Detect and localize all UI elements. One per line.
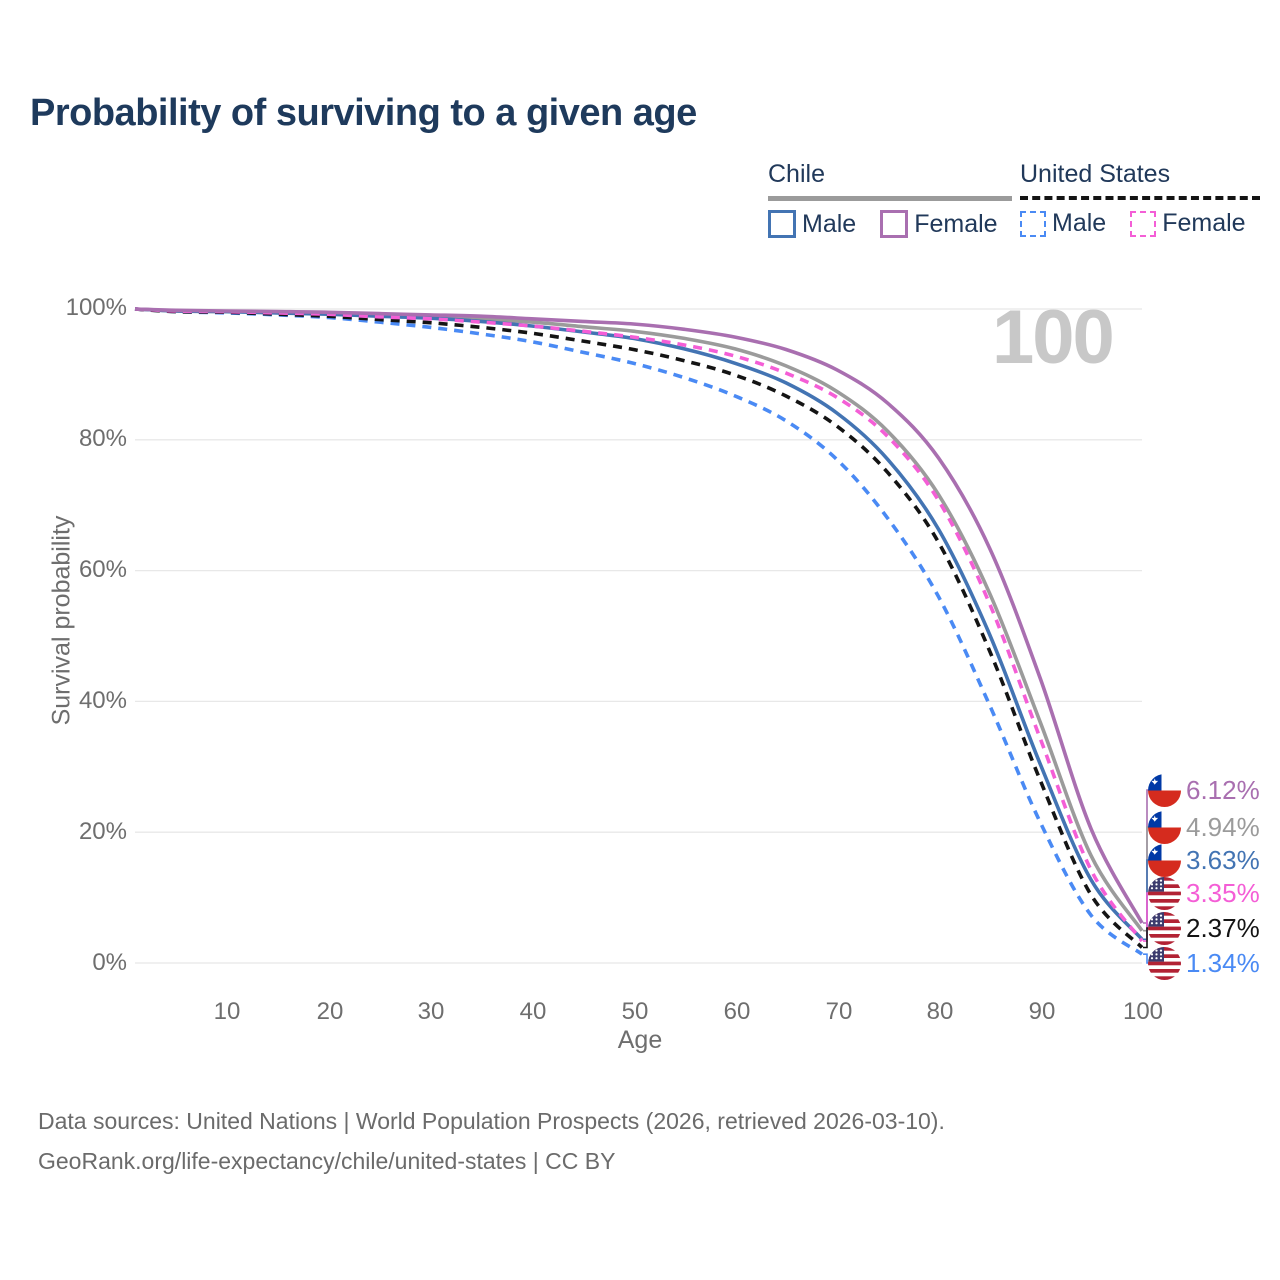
x-tick-60: 60 bbox=[723, 998, 751, 1025]
curve-united-states-both-sexes[interactable] bbox=[134, 307, 1144, 949]
legend-chile-female-label: Female bbox=[914, 209, 998, 238]
x-tick-30: 30 bbox=[417, 998, 445, 1025]
legend-chile-title: Chile bbox=[768, 160, 825, 188]
end-label-value: 6.12% bbox=[1186, 774, 1260, 805]
chile-male-swatch-icon bbox=[768, 210, 796, 238]
legend-item-us-male[interactable]: Male bbox=[1020, 209, 1106, 238]
legend-item-chile-female[interactable]: Female bbox=[880, 209, 998, 239]
y-axis-title: Survival probability bbox=[47, 515, 76, 726]
legend-chile-underline bbox=[768, 196, 1012, 201]
page-title: Probability of surviving to a given age bbox=[30, 92, 697, 134]
x-tick-80: 80 bbox=[926, 998, 954, 1025]
y-tick-100: 100% bbox=[65, 294, 127, 321]
curve-chile-both-sexes[interactable] bbox=[134, 307, 1144, 932]
us-male-swatch-icon bbox=[1020, 210, 1046, 237]
end-label-chile-female: 6.12% bbox=[1148, 773, 1260, 807]
us-flag-icon bbox=[1148, 876, 1181, 910]
x-tick-10: 10 bbox=[213, 998, 241, 1025]
legend-us-male-label: Male bbox=[1052, 209, 1107, 237]
y-tick-40: 40% bbox=[78, 687, 127, 714]
curve-chile-female[interactable] bbox=[134, 307, 1144, 924]
legend-item-us-female[interactable]: Female bbox=[1130, 209, 1246, 238]
end-label-us-male: 1.34% bbox=[1148, 946, 1260, 980]
end-label-us-female: 3.35% bbox=[1148, 876, 1260, 910]
x-tick-100: 100 bbox=[1122, 998, 1164, 1025]
legend-us-underline bbox=[1020, 196, 1260, 200]
x-tick-50: 50 bbox=[621, 998, 649, 1025]
us-flag-icon bbox=[1148, 946, 1181, 980]
y-tick-60: 60% bbox=[78, 556, 127, 583]
x-tick-40: 40 bbox=[519, 998, 547, 1025]
end-label-value: 3.35% bbox=[1186, 877, 1260, 908]
y-tick-20: 20% bbox=[78, 818, 127, 845]
end-label-chile-both: 4.94% bbox=[1148, 810, 1260, 844]
us-flag-icon bbox=[1148, 911, 1181, 945]
end-label-us-both: 2.37% bbox=[1148, 911, 1260, 945]
legend-chile-male-label: Male bbox=[802, 209, 857, 238]
legend-item-chile-male[interactable]: Male bbox=[768, 210, 856, 239]
chile-flag-icon bbox=[1148, 810, 1181, 844]
legend-group-chile: Chile Male Female bbox=[768, 160, 1012, 239]
x-tick-90: 90 bbox=[1028, 998, 1056, 1025]
x-axis-title: Age bbox=[617, 1026, 663, 1054]
curve-united-states-male[interactable] bbox=[134, 307, 1144, 956]
y-tick-0: 0% bbox=[92, 949, 127, 976]
y-tick-80: 80% bbox=[78, 425, 127, 452]
curve-chile-male[interactable] bbox=[134, 307, 1144, 941]
chile-flag-icon bbox=[1148, 843, 1181, 877]
legend-us-title: United States bbox=[1020, 160, 1171, 188]
data-sources-text: Data sources: United Nations | World Pop… bbox=[38, 1108, 945, 1134]
end-label-value: 1.34% bbox=[1186, 947, 1260, 978]
curve-united-states-female[interactable] bbox=[134, 307, 1144, 943]
end-label-value: 2.37% bbox=[1186, 912, 1260, 943]
legend-us-female-label: Female bbox=[1162, 209, 1246, 237]
end-label-value: 4.94% bbox=[1186, 811, 1260, 842]
legend-group-united-states: United States Male Female bbox=[1020, 160, 1260, 238]
chile-flag-icon bbox=[1148, 773, 1181, 807]
attribution-link-text[interactable]: GeoRank.org/life-expectancy/chile/united… bbox=[38, 1148, 616, 1174]
x-tick-70: 70 bbox=[825, 998, 853, 1025]
x-tick-20: 20 bbox=[316, 998, 344, 1025]
end-label-chile-male: 3.63% bbox=[1148, 843, 1260, 877]
chile-female-swatch-icon bbox=[880, 210, 909, 238]
us-female-swatch-icon bbox=[1130, 210, 1157, 237]
end-label-value: 3.63% bbox=[1186, 844, 1260, 875]
